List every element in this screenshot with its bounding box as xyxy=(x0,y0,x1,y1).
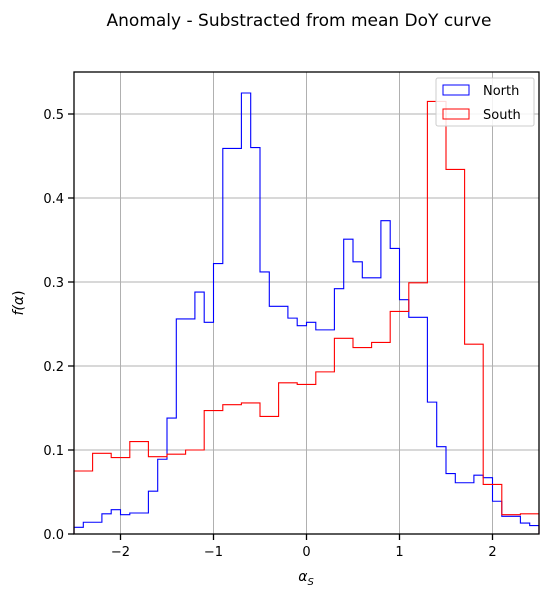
legend-swatch-north xyxy=(442,84,470,96)
chart-title: Anomaly - Substracted from mean DoY curv… xyxy=(107,11,492,31)
y-tick-label: 0.5 xyxy=(43,108,64,123)
y-axis-label-alpha: α xyxy=(11,295,27,305)
y-axis-label: f(α) xyxy=(11,290,27,315)
legend-label-south: South xyxy=(483,108,521,123)
y-tick-label: 0.4 xyxy=(43,192,64,207)
series-south-step xyxy=(73,100,540,534)
x-tick-label: 0 xyxy=(302,545,310,560)
y-tick-label: 0.2 xyxy=(43,360,64,375)
x-axis-label-main: α xyxy=(298,569,308,585)
x-tick-label: 2 xyxy=(488,545,496,560)
grid xyxy=(74,72,539,535)
x-axis-label: αS xyxy=(298,569,314,588)
series-north-step xyxy=(73,92,540,534)
legend: North South xyxy=(435,77,535,127)
y-tick-label: 0.1 xyxy=(43,444,64,459)
y-tick-label: 0.3 xyxy=(43,276,64,291)
series-layer xyxy=(73,92,540,534)
y-axis-label-close: ) xyxy=(11,290,27,295)
ticks: −2 −1 0 1 2 0.0 0.1 0.2 0.3 0.4 0.5 xyxy=(43,108,496,560)
x-tick-label: −2 xyxy=(111,545,130,560)
x-axis-label-sub: S xyxy=(307,577,314,588)
x-tick-label: −1 xyxy=(204,545,223,560)
legend-swatch-south xyxy=(442,108,470,120)
legend-box xyxy=(435,77,535,127)
y-tick-label: 0.0 xyxy=(43,528,64,543)
x-tick-label: 1 xyxy=(395,545,403,560)
y-axis-label-main: f( xyxy=(11,305,27,316)
legend-label-north: North xyxy=(483,84,519,99)
